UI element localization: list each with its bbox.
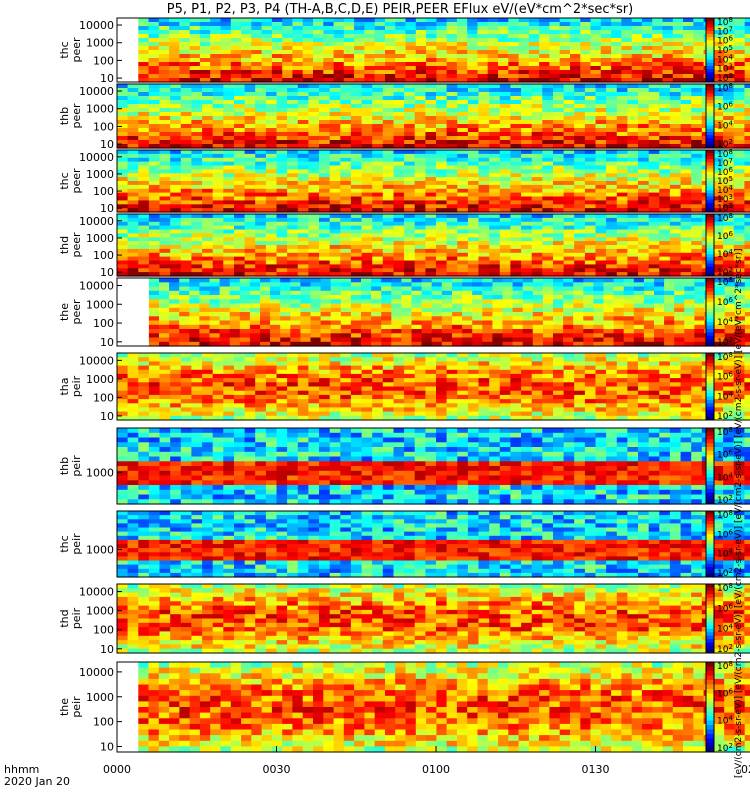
ytick-label: 100 <box>93 624 114 637</box>
xtick-label: 0100 <box>422 763 450 776</box>
xtick-label: 0000 <box>103 763 131 776</box>
xtick-label: 0200 <box>741 763 750 776</box>
colorbar-tick: 104 <box>717 53 733 65</box>
ylabel-instrument: peer <box>70 232 83 258</box>
ytick-label: 100 <box>93 54 114 67</box>
ytick-label: 1000 <box>86 691 114 704</box>
ylabel-probe: tha <box>58 377 71 395</box>
ylabel-probe: the <box>58 698 71 716</box>
ytick-label: 10000 <box>79 586 114 599</box>
ytick-label: 1000 <box>86 232 114 245</box>
ylabel-instrument: peer <box>70 103 83 129</box>
ytick-label: 10 <box>100 643 114 656</box>
ytick-label: 10 <box>100 336 114 349</box>
xtick-label: 0030 <box>263 763 291 776</box>
ytick-label: 100 <box>93 120 114 133</box>
xlabel-date: 2020 Jan 20 <box>4 775 70 788</box>
ytick-label: 1000 <box>86 466 114 479</box>
colorbar-side-label: [eV/(cm2-s-sr-eV)] [eV/(cm2-s-sr-eV)] [e… <box>734 248 744 778</box>
ytick-label: 10000 <box>79 85 114 98</box>
ytick-label: 10000 <box>79 279 114 292</box>
ytick-label: 100 <box>93 185 114 198</box>
ytick-label: 1000 <box>86 373 114 386</box>
ylabel-instrument: peir <box>70 375 83 397</box>
ytick-label: 1000 <box>86 168 114 181</box>
ytick-label: 100 <box>93 391 114 404</box>
ylabel-instrument: peer <box>70 37 83 63</box>
ylabel-probe: thc <box>58 172 71 189</box>
ytick-label: 10000 <box>79 666 114 679</box>
xtick-label: 0130 <box>582 763 610 776</box>
panel-1: 10000 1000 100 10 thc peer 1081071061051041031… <box>58 16 750 85</box>
ylabel-probe: thd <box>58 609 71 627</box>
ylabel-instrument: peir <box>70 455 83 477</box>
ytick-label: 10 <box>100 266 114 279</box>
ylabel-probe: thb <box>58 107 71 125</box>
ytick-label: 10000 <box>79 354 114 367</box>
ytick-label: 1000 <box>86 103 114 116</box>
ytick-label: 1000 <box>86 605 114 618</box>
ytick-label: 10 <box>100 740 114 753</box>
ylabel-probe: thb <box>58 457 71 475</box>
ylabel-instrument: peir <box>70 607 83 629</box>
ytick-label: 10000 <box>79 151 114 164</box>
ylabel-probe: the <box>58 303 71 321</box>
ytick-label: 10 <box>100 410 114 423</box>
ytick-label: 10000 <box>79 19 114 32</box>
x-axis-ticks: 0000 0030 0100 0130 0200 <box>103 746 750 776</box>
ylabel-instrument: peir <box>70 696 83 718</box>
ytick-label: 1000 <box>86 543 114 556</box>
ytick-label: 10 <box>100 72 114 85</box>
ylabel-instrument: peer <box>70 299 83 325</box>
ytick-label: 100 <box>93 317 114 330</box>
ytick-label: 100 <box>93 249 114 262</box>
ylabel-instrument: peer <box>70 168 83 194</box>
xlabel-hhmm: hhmm <box>4 763 39 776</box>
ylabel-probe: thc <box>58 535 71 552</box>
ytick-label: 1000 <box>86 298 114 311</box>
panel-3: 10000 1000 100 10 thc peer 1081071061051041031… <box>58 148 750 215</box>
ytick-label: 1000 <box>86 37 114 50</box>
ytick-label: 10000 <box>79 215 114 228</box>
ylabel-probe: thc <box>58 41 71 58</box>
ytick-label: 100 <box>93 716 114 729</box>
ylabel-instrument: peir <box>70 533 83 555</box>
chart-title: P5, P1, P2, P3, P4 (TH-A,B,C,D,E) PEIR,P… <box>167 2 633 17</box>
ylabel-probe: thd <box>58 236 71 254</box>
ytick-label: 10 <box>100 138 114 151</box>
ytick-label: 10 <box>100 202 114 215</box>
